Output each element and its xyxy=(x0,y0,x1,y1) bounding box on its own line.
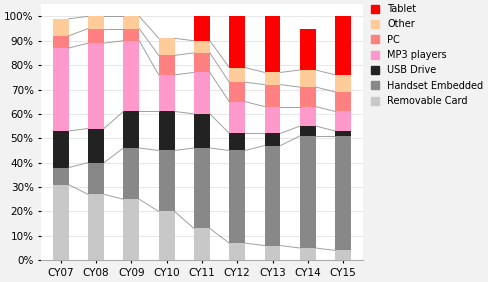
Bar xyxy=(159,55,175,75)
Bar xyxy=(264,146,281,246)
Bar xyxy=(53,36,69,48)
Bar xyxy=(159,151,175,212)
Bar xyxy=(88,43,104,129)
Bar xyxy=(300,107,316,126)
Bar xyxy=(264,16,281,72)
Bar xyxy=(53,131,69,168)
Bar xyxy=(123,148,139,199)
Bar xyxy=(88,129,104,163)
Bar xyxy=(264,133,281,146)
Bar xyxy=(264,107,281,133)
Bar xyxy=(335,75,351,92)
Bar xyxy=(300,248,316,260)
Bar xyxy=(53,168,69,185)
Bar xyxy=(264,246,281,260)
Bar xyxy=(159,111,175,151)
Bar xyxy=(264,72,281,85)
Bar xyxy=(194,72,210,114)
Bar xyxy=(335,131,351,136)
Bar xyxy=(53,48,69,131)
Bar xyxy=(229,82,245,102)
Bar xyxy=(335,250,351,260)
Bar xyxy=(300,136,316,248)
Bar xyxy=(88,16,104,28)
Bar xyxy=(229,16,245,68)
Bar xyxy=(335,92,351,111)
Bar xyxy=(300,28,316,70)
Bar xyxy=(194,16,210,41)
Bar xyxy=(194,53,210,72)
Bar xyxy=(88,163,104,194)
Bar xyxy=(88,28,104,43)
Bar xyxy=(123,16,139,28)
Bar xyxy=(159,212,175,260)
Bar xyxy=(229,68,245,82)
Bar xyxy=(194,114,210,148)
Bar xyxy=(159,75,175,111)
Bar xyxy=(123,111,139,148)
Bar xyxy=(88,194,104,260)
Bar xyxy=(229,102,245,133)
Bar xyxy=(335,16,351,75)
Bar xyxy=(123,199,139,260)
Bar xyxy=(159,38,175,55)
Bar xyxy=(229,151,245,243)
Bar xyxy=(264,85,281,107)
Bar xyxy=(123,28,139,41)
Legend: Tablet, Other, PC, MP3 players, USB Drive, Handset Embedded, Removable Card: Tablet, Other, PC, MP3 players, USB Driv… xyxy=(370,4,483,106)
Bar xyxy=(229,133,245,151)
Bar xyxy=(300,126,316,136)
Bar xyxy=(335,136,351,250)
Bar xyxy=(123,41,139,111)
Bar xyxy=(335,111,351,131)
Bar xyxy=(194,228,210,260)
Bar xyxy=(194,148,210,228)
Bar xyxy=(300,70,316,87)
Bar xyxy=(53,185,69,260)
Bar xyxy=(194,41,210,53)
Bar xyxy=(229,243,245,260)
Bar xyxy=(53,19,69,36)
Bar xyxy=(300,87,316,107)
